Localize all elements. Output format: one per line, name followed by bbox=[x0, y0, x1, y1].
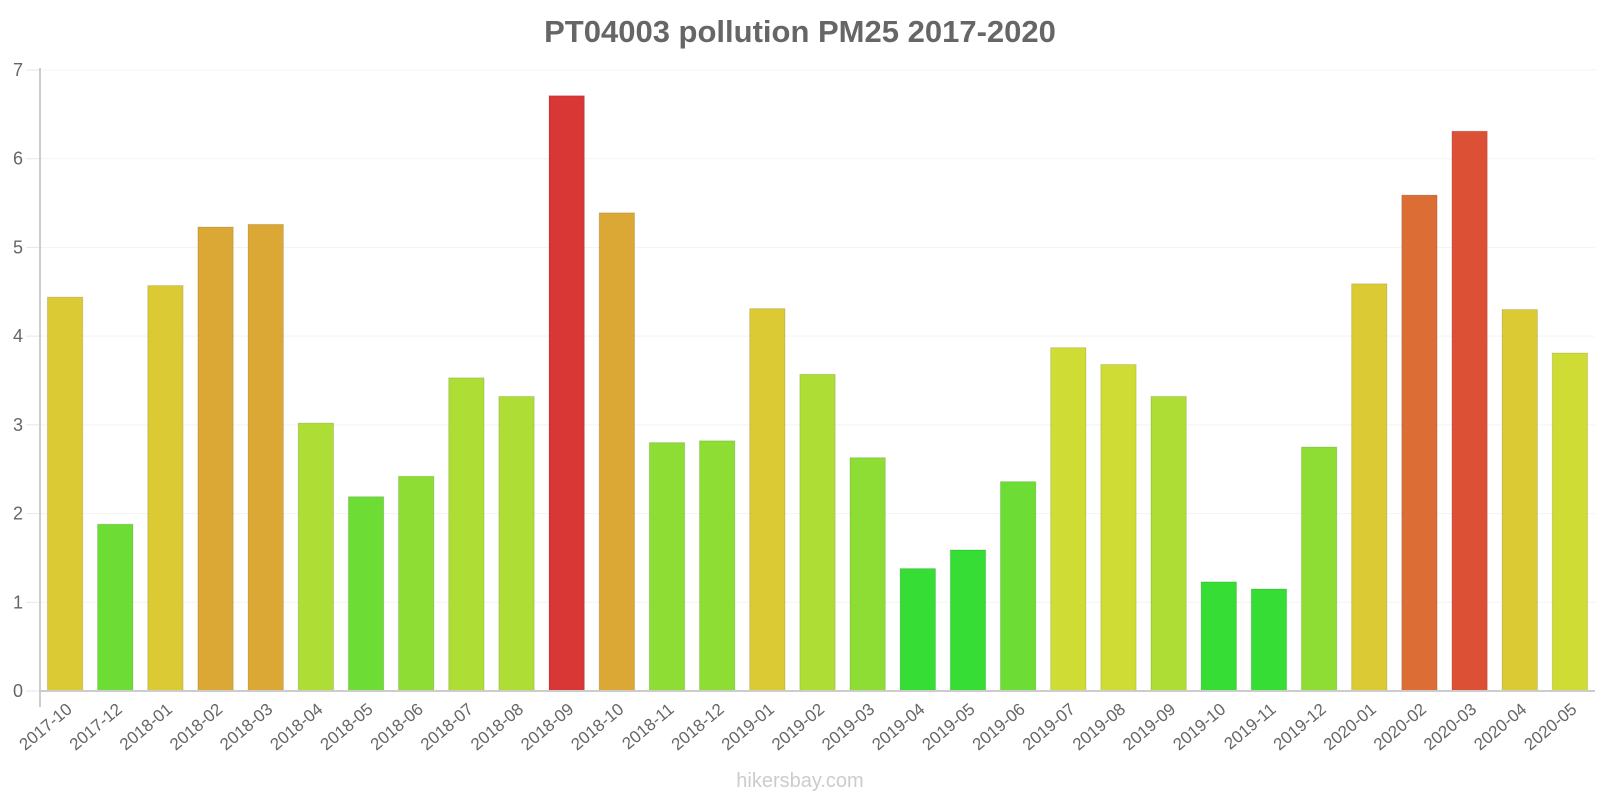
x-tick-label: 2019-03 bbox=[818, 700, 878, 755]
x-tick-label: 2020-05 bbox=[1520, 700, 1580, 755]
x-tick-label: 2018-07 bbox=[417, 700, 477, 755]
bar-2018-12[interactable]: 2018-12: 2.82 bbox=[698, 440, 736, 692]
y-tick-label: 3 bbox=[13, 415, 23, 435]
bar-2019-04[interactable]: 2019-04: 1.38 bbox=[899, 568, 937, 692]
bar-2018-03[interactable]: 2018-03: 5.26 bbox=[247, 223, 284, 692]
bar-2018-06[interactable]: 2018-06: 2.42 bbox=[398, 475, 435, 692]
x-tick-label: 2019-06 bbox=[969, 700, 1029, 755]
bar-2018-05[interactable]: 2018-05: 2.19 bbox=[347, 496, 385, 692]
x-tick-label: 2018-05 bbox=[317, 700, 377, 755]
bar-2018-11[interactable]: 2018-11: 2.8 bbox=[648, 442, 686, 692]
x-tick-label: 2017-12 bbox=[66, 700, 126, 755]
bar-2019-08[interactable]: 2019-08: 3.68 bbox=[1100, 364, 1137, 692]
bar-2019-03[interactable]: 2019-03: 2.63 bbox=[849, 457, 886, 692]
watermark: hikersbay.com bbox=[736, 770, 864, 792]
x-tick-label: 2019-09 bbox=[1119, 700, 1179, 755]
bar-2018-02[interactable]: 2018-02: 5.23 bbox=[197, 226, 234, 692]
bar-2018-08[interactable]: 2018-08: 3.32 bbox=[498, 395, 535, 692]
x-tick-label: 2019-01 bbox=[718, 700, 778, 755]
bar-2018-01[interactable]: 2018-01: 4.57 bbox=[147, 285, 184, 692]
bar-2018-09[interactable]: 2018-09: 6.71 bbox=[548, 95, 585, 692]
bar-2020-02[interactable]: 2020-02: 5.59 bbox=[1401, 194, 1438, 692]
x-tick-label: 2020-02 bbox=[1370, 700, 1430, 755]
x-tick-label: 2018-08 bbox=[467, 700, 527, 755]
y-axis: 0 1 2 3 4 5 6 7 bbox=[13, 60, 41, 707]
bar-2019-06[interactable]: 2019-06: 2.36 bbox=[999, 481, 1037, 692]
bar-2019-10[interactable]: 2019-10: 1.23 bbox=[1200, 581, 1237, 692]
x-tick-label: 2018-11 bbox=[619, 700, 678, 754]
bar-2020-04[interactable]: 2020-04: 4.3 bbox=[1501, 309, 1538, 692]
y-tick-label: 4 bbox=[13, 326, 23, 346]
y-tick-label: 1 bbox=[13, 592, 23, 612]
x-tick-label: 2019-11 bbox=[1220, 700, 1279, 754]
x-tick-label: 2017-10 bbox=[16, 700, 76, 755]
y-tick-label: 7 bbox=[13, 60, 23, 80]
x-tick-label: 2019-10 bbox=[1169, 700, 1229, 755]
x-tick-label: 2020-03 bbox=[1420, 700, 1480, 755]
x-tick-label: 2020-04 bbox=[1470, 700, 1530, 755]
x-axis: 2017-102017-122018-012018-022018-032018-… bbox=[16, 690, 1595, 755]
bar-2020-03[interactable]: 2020-03: 6.31 bbox=[1451, 130, 1488, 692]
bar-2017-12[interactable]: 2017-12: 1.88 bbox=[97, 523, 134, 692]
x-tick-label: 2018-01 bbox=[116, 700, 176, 755]
x-tick-label: 2019-12 bbox=[1270, 700, 1330, 755]
bars: 2017-10: 4.44 2017-12: 1.88 2018-01: 4.57 2… bbox=[46, 95, 1589, 692]
bar-2019-12[interactable]: 2019-12: 2.75 bbox=[1300, 446, 1338, 692]
x-tick-label: 2018-09 bbox=[517, 700, 577, 755]
x-tick-label: 2019-02 bbox=[768, 700, 828, 755]
chart-title: PT04003 pollution PM25 2017-2020 bbox=[544, 14, 1056, 49]
y-tick-label: 2 bbox=[13, 504, 23, 524]
bar-2019-05[interactable]: 2019-05: 1.59 bbox=[949, 549, 987, 692]
x-tick-label: 2019-07 bbox=[1019, 700, 1079, 755]
bar-2020-05[interactable]: 2020-05: 3.81 bbox=[1551, 352, 1589, 692]
x-tick-label: 2020-01 bbox=[1320, 700, 1380, 755]
x-tick-label: 2018-02 bbox=[166, 700, 226, 755]
bar-2019-02[interactable]: 2019-02: 3.57 bbox=[799, 373, 836, 692]
bar-2019-07[interactable]: 2019-07: 3.87 bbox=[1050, 347, 1087, 692]
y-tick-label: 5 bbox=[13, 237, 23, 257]
bar-2020-01[interactable]: 2020-01: 4.59 bbox=[1351, 283, 1388, 692]
bar-2019-11[interactable]: 2019-11: 1.15 bbox=[1250, 588, 1288, 692]
x-tick-label: 2018-03 bbox=[216, 700, 276, 755]
x-tick-label: 2018-04 bbox=[266, 700, 326, 755]
bar-2018-07[interactable]: 2018-07: 3.53 bbox=[448, 377, 485, 692]
bar-2018-10[interactable]: 2018-10: 5.39 bbox=[598, 212, 636, 692]
bar-2019-01[interactable]: 2019-01: 4.31 bbox=[749, 308, 786, 692]
bar-2018-04[interactable]: 2018-04: 3.02 bbox=[297, 422, 335, 692]
bar-2019-09[interactable]: 2019-09: 3.32 bbox=[1150, 395, 1187, 692]
y-tick-label: 6 bbox=[13, 149, 23, 169]
y-tick-label: 0 bbox=[13, 681, 23, 701]
x-tick-label: 2019-04 bbox=[868, 700, 928, 755]
x-tick-label: 2018-06 bbox=[367, 700, 427, 755]
x-tick-label: 2019-08 bbox=[1069, 700, 1129, 755]
x-tick-label: 2018-10 bbox=[567, 700, 627, 755]
x-tick-label: 2019-05 bbox=[919, 700, 979, 755]
x-tick-label: 2018-12 bbox=[668, 700, 728, 755]
bar-2017-10[interactable]: 2017-10: 4.44 bbox=[46, 296, 84, 692]
